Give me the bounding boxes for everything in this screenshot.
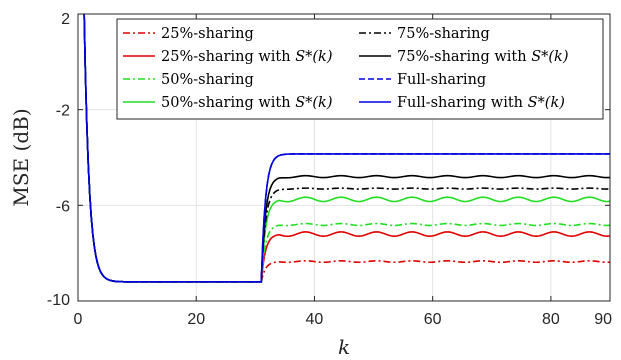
y-tick-label: -6 <box>56 198 70 215</box>
legend-label: 25%-sharing with S*(k) <box>161 49 332 65</box>
series-line-7 <box>83 14 610 283</box>
x-tick-label: 90 <box>594 311 612 328</box>
legend-label-text: 50%-sharing <box>161 72 254 88</box>
x-tick-label: 60 <box>424 311 442 328</box>
x-axis-label: k <box>338 335 350 359</box>
legend-label: 50%-sharing <box>161 72 254 88</box>
legend-label: Full-sharing <box>397 72 486 88</box>
legend-label-text: 25%-sharing with <box>161 49 295 65</box>
x-tick-label: 80 <box>542 311 560 328</box>
x-tick-label: 40 <box>306 311 324 328</box>
legend-label-text: 75%-sharing <box>397 26 490 42</box>
y-axis-label: MSE (dB) <box>9 108 33 206</box>
legend-label-text: Full-sharing <box>397 72 486 88</box>
legend-label-text: 25%-sharing <box>161 26 254 42</box>
x-tick-label: 0 <box>74 311 83 328</box>
legend-label-math: S*(k) <box>531 49 568 65</box>
legend-label: 25%-sharing <box>161 26 254 42</box>
legend-label: 75%-sharing with S*(k) <box>397 49 568 65</box>
x-tick-label: 20 <box>187 311 205 328</box>
y-tick-label: 2 <box>61 11 70 28</box>
legend-label-text: 50%-sharing with <box>161 95 295 111</box>
legend-label-text: Full-sharing with <box>397 95 528 111</box>
plot-frame <box>77 13 611 302</box>
legend-label: 75%-sharing <box>397 26 490 42</box>
legend-label: Full-sharing with S*(k) <box>397 95 565 111</box>
legend-label-math: S*(k) <box>295 95 332 111</box>
legend-label: 50%-sharing with S*(k) <box>161 95 332 111</box>
legend-label-math: S*(k) <box>528 95 565 111</box>
legend-label-math: S*(k) <box>295 49 332 65</box>
y-tick-label: -10 <box>47 292 70 309</box>
series-lines <box>83 14 610 283</box>
y-tick-label: -2 <box>56 103 70 120</box>
legend-label-text: 75%-sharing with <box>397 49 531 65</box>
axis-ticks: 0 20 40 60 80 90 2 -2 -6 -10 <box>47 11 612 328</box>
